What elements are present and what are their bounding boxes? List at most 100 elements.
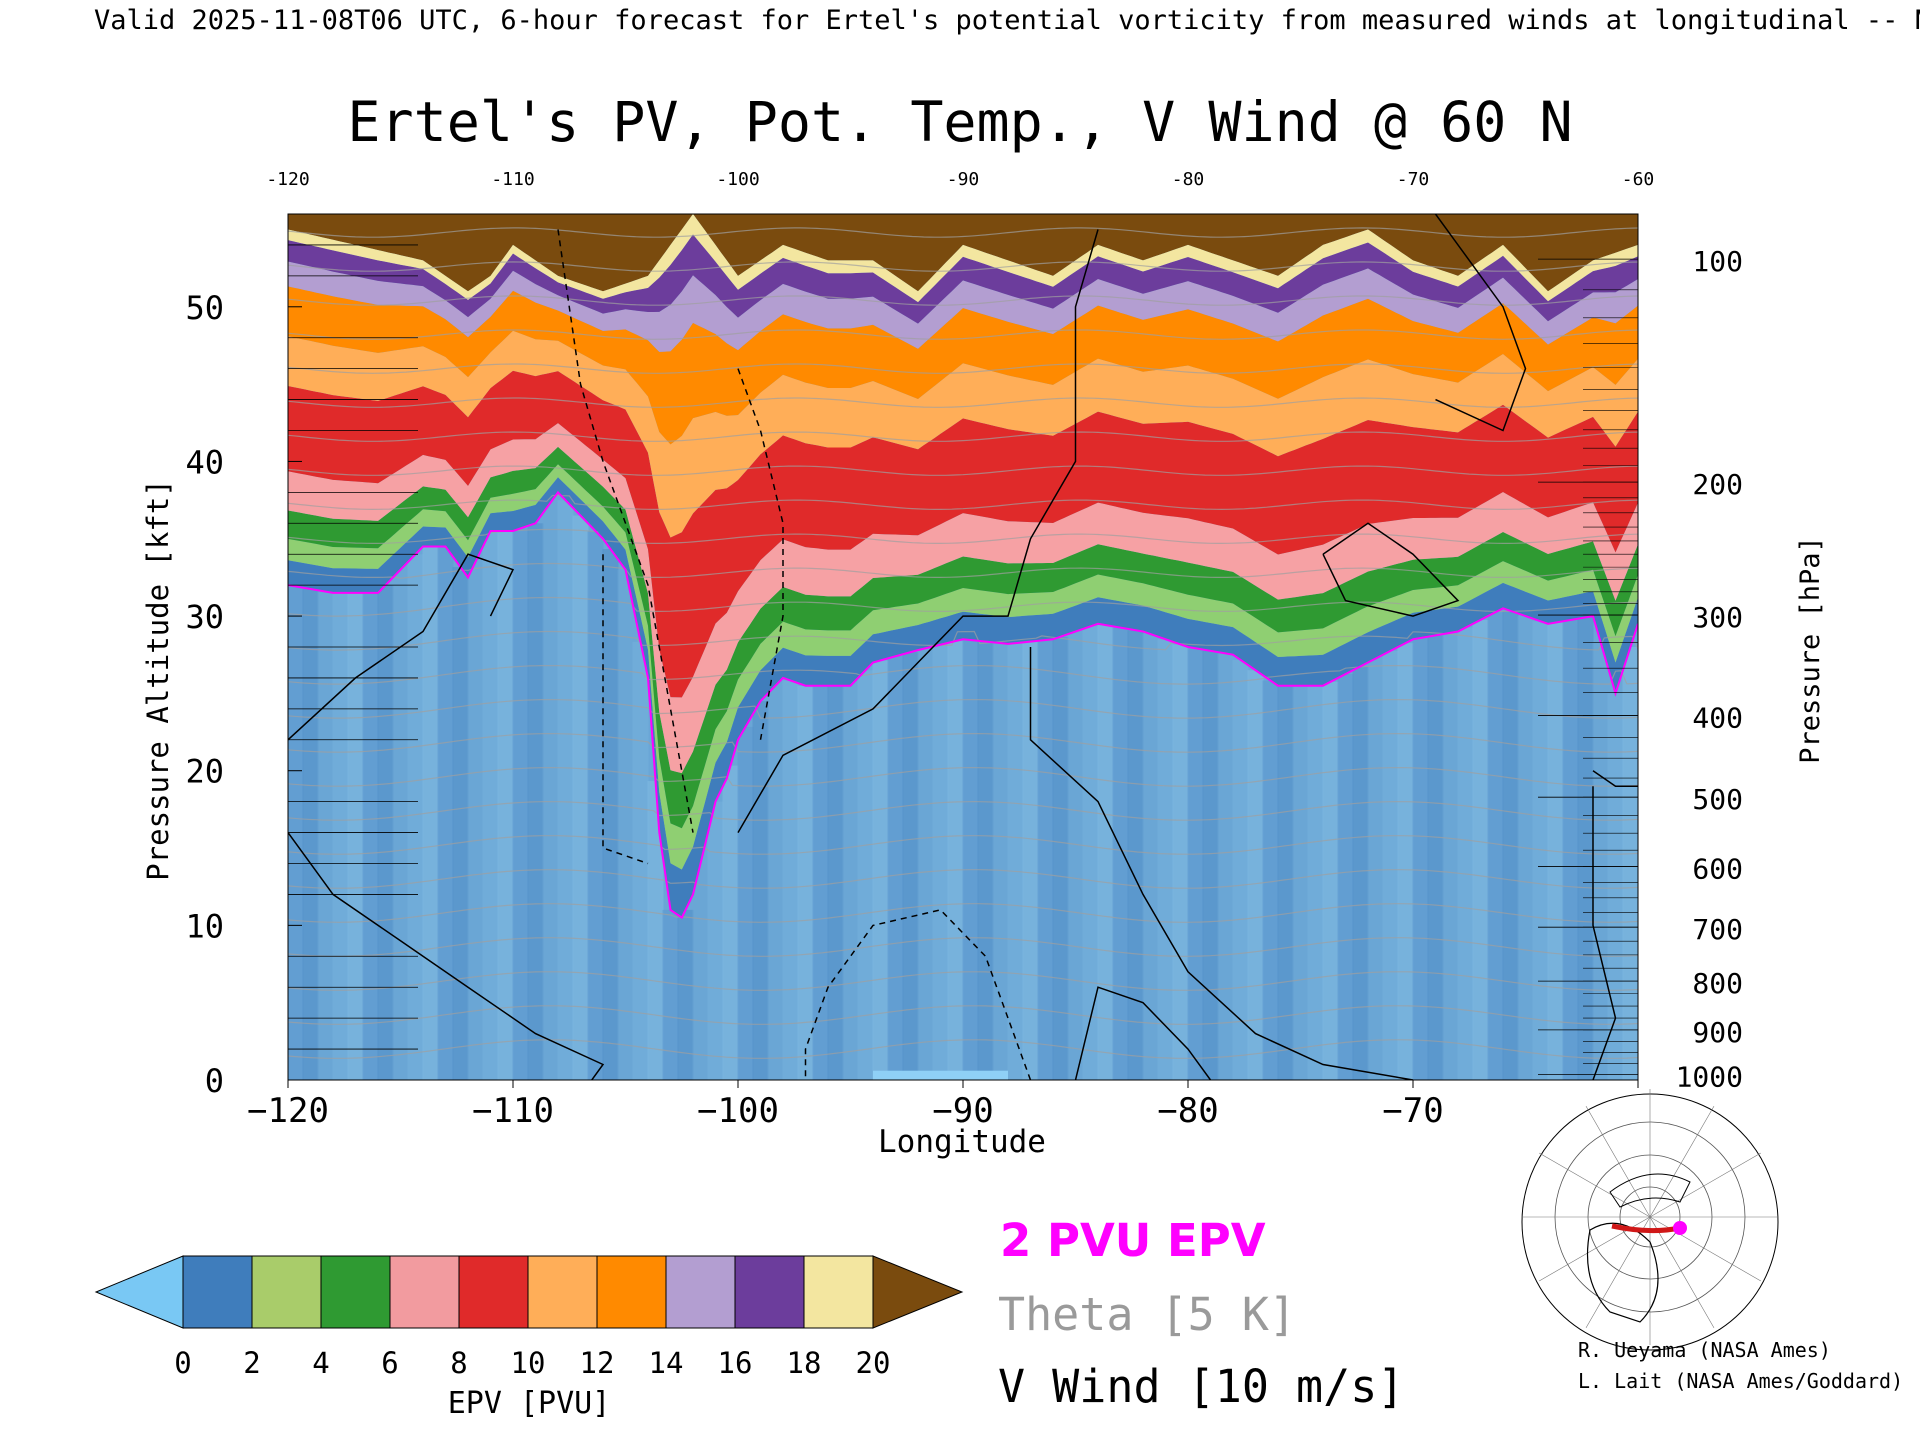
epv-streak: [1127, 630, 1144, 1080]
epv-streak: [872, 660, 889, 1080]
colorbar-tick-label: 2: [243, 1346, 260, 1380]
colorbar-tick-label: 18: [787, 1346, 822, 1380]
epv-streak: [1232, 659, 1249, 1080]
x-tick-label: −100: [697, 1091, 779, 1131]
pressure-tick-label: 900: [1692, 1016, 1743, 1049]
inset-arctic-outline: [1609, 1173, 1691, 1208]
epv-streak: [1187, 648, 1204, 1080]
epv-streak: [887, 656, 904, 1080]
epv-streak: [1457, 627, 1474, 1080]
epv-streak: [602, 549, 619, 1080]
inset-meridian: [1585, 1105, 1651, 1218]
credit-line-1: R. Ueyama (NASA Ames): [1578, 1338, 1831, 1362]
theta-contour: [288, 733, 1638, 753]
epv-streak: [947, 641, 964, 1080]
v-wind-contour-negative: [557, 229, 694, 833]
epv-streak: [1202, 650, 1219, 1080]
epv-streak: [1622, 647, 1638, 1080]
epv-streak: [362, 592, 379, 1080]
v-wind-contour: [1074, 986, 1212, 1080]
inset-meridian: [1649, 1152, 1762, 1218]
colorbar-high-arrow: [872, 1255, 964, 1329]
colorbar-segment: [596, 1255, 667, 1329]
y-axis-label-right: Pressure [hPa]: [1795, 536, 1826, 764]
epv-streak: [722, 765, 739, 1080]
pressure-tick-label: 500: [1692, 783, 1743, 816]
epv-streak: [812, 685, 829, 1080]
epv-streak: [1397, 643, 1414, 1080]
epv-band-10-pvu: [288, 370, 1638, 698]
epv-band-above-20: [288, 214, 1638, 292]
colorbar-tick-label: 0: [174, 1346, 191, 1380]
epv-streak: [1442, 632, 1459, 1080]
epv-streak: [347, 592, 364, 1080]
colorbar-segment: [182, 1255, 253, 1329]
pressure-tick-label: 400: [1692, 701, 1743, 734]
pressure-tick-label: 800: [1692, 967, 1743, 1000]
plot-area: [288, 214, 1638, 1080]
epv-streak: [497, 531, 514, 1080]
epv-streak: [1172, 644, 1189, 1080]
epv-streak: [1037, 640, 1054, 1080]
theta-contour: [288, 596, 1638, 617]
v-wind-contour-negative: [804, 909, 1032, 1080]
top-tick-label: -70: [1397, 169, 1430, 190]
epv-band-18-pvu: [288, 234, 1638, 324]
epv-streak: [962, 640, 979, 1080]
inset-continent-outline: [1587, 1222, 1659, 1323]
epv-streak: [1382, 650, 1399, 1080]
theta-contour: [288, 800, 1638, 821]
epv-streak: [1592, 641, 1609, 1080]
epv-streak: [662, 909, 679, 1080]
y-tick-label: 20: [185, 753, 224, 791]
epv-band-12-pvu: [288, 330, 1638, 538]
theta-contour: [288, 227, 1638, 238]
epv-streak: [1157, 639, 1174, 1080]
theta-contour: [288, 562, 1638, 579]
epv-streak: [1577, 617, 1594, 1080]
theta-contour: [288, 494, 1638, 511]
top-tick-label: -100: [716, 169, 759, 190]
colorbar-segment: [389, 1255, 460, 1329]
epv-streak: [1607, 693, 1624, 1080]
theta-contours: [288, 227, 1638, 1059]
epv-streak: [317, 591, 334, 1080]
tropopause-2pvu-line: [288, 490, 1638, 920]
x-tick-label: −70: [1382, 1091, 1443, 1131]
v-wind-contour: [1592, 770, 1638, 787]
epv-streak: [1217, 653, 1234, 1080]
epv-streak: [752, 701, 769, 1080]
theta-contour: [288, 465, 1638, 476]
epv-streak: [332, 592, 349, 1080]
epv-streak: [917, 648, 934, 1080]
v-wind-contour: [288, 553, 515, 741]
v-wind-contour: [1322, 522, 1460, 617]
colorbar-tick-label: 16: [718, 1346, 753, 1380]
colorbar-segment: [320, 1255, 391, 1329]
epv-streak: [707, 801, 724, 1080]
epv-streak: [437, 546, 454, 1080]
legend-epv-line: 2 PVU EPV: [1000, 1214, 1266, 1267]
colorbar-segment: [665, 1255, 736, 1329]
colorbar-tick-label: 20: [856, 1346, 891, 1380]
valid-time-header: Valid 2025-11-08T06 UTC, 6-hour forecast…: [94, 5, 1920, 36]
y-tick-label: 0: [205, 1062, 224, 1100]
theta-contour: [288, 767, 1638, 787]
legend: 2 PVU EPV Theta [5 K] V Wind [10 m/s]: [998, 1214, 1404, 1413]
theta-contour: [288, 295, 1638, 306]
epv-streak: [557, 500, 574, 1080]
v-wind-contour: [1029, 647, 1414, 1080]
top-tick-label: -110: [491, 169, 534, 190]
theta-contour: [288, 329, 1638, 340]
y-axis-label-left: Pressure Altitude [kft]: [141, 479, 175, 881]
epv-streak: [842, 685, 859, 1080]
top-tick-label: -60: [1622, 169, 1655, 190]
x-tick-label: −90: [932, 1091, 993, 1131]
epv-streak: [1562, 619, 1579, 1080]
epv-streak: [467, 561, 484, 1080]
top-tick-label: -120: [266, 169, 309, 190]
pressure-tick-label: 200: [1692, 468, 1743, 501]
theta-contour: [288, 835, 1638, 855]
legend-theta: Theta [5 K]: [998, 1288, 1296, 1341]
